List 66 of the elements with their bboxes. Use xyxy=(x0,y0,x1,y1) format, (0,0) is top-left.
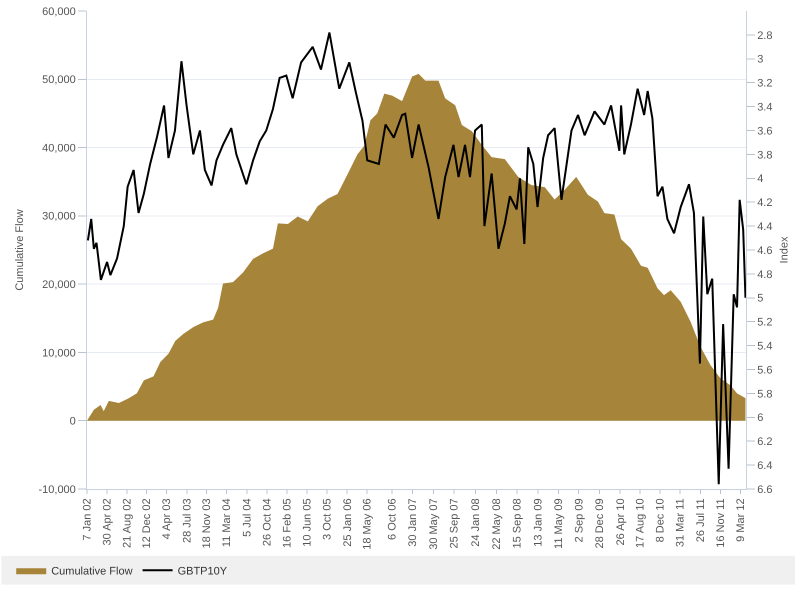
x-tick-label: 2 Sep 09 xyxy=(573,498,586,542)
x-tick-label: 31 Mar 11 xyxy=(674,498,686,548)
y-tick-label: 20,000 xyxy=(42,278,76,291)
x-tick-label: 15 Sep 08 xyxy=(511,498,524,549)
x-tick-label: 11 May 09 xyxy=(553,498,566,549)
x-tick-label: 8 Dec 10 xyxy=(654,498,667,542)
x-tick-label: 7 Jan 02 xyxy=(82,498,94,541)
x-tick-label: 12 Dec 02 xyxy=(141,498,154,549)
x-tick-label: 24 Jan 08 xyxy=(470,498,482,547)
x-tick-label: 26 Oct 04 xyxy=(262,498,274,546)
y-tick-label: 0 xyxy=(70,416,76,428)
y2-tick-label: 6.2 xyxy=(757,436,772,448)
y2-tick-label: 4.8 xyxy=(757,268,772,281)
x-tick-label: 22 May 08 xyxy=(490,498,503,550)
y2-tick-label: 6.4 xyxy=(757,460,772,472)
y-tick-label: 30,000 xyxy=(42,210,76,223)
y2-tick-label: 4.2 xyxy=(757,197,772,210)
y2-tick-label: 3.2 xyxy=(757,78,772,90)
x-tick-label: 4 Apr 03 xyxy=(161,498,174,540)
x-tick-label: 30 Apr 02 xyxy=(101,498,114,546)
x-tick-label: 30 Jan 07 xyxy=(406,498,419,547)
y2-tick-label: 3.6 xyxy=(757,125,772,138)
y2-tick-label: 3.8 xyxy=(757,149,772,162)
x-tick-label: 16 Nov 11 xyxy=(714,498,727,548)
y-tick-label: 60,000 xyxy=(42,6,76,18)
x-tick-label: 17 Aug 10 xyxy=(634,498,647,548)
line-series xyxy=(87,32,746,486)
legend-label: GBTP10Y xyxy=(178,566,228,578)
x-tick-label: 11 Mar 04 xyxy=(221,498,234,548)
x-tick-label: 28 Dec 09 xyxy=(594,498,606,549)
x-tick-label: 10 Jun 05 xyxy=(301,498,314,547)
y-tick-label: 10,000 xyxy=(42,347,76,360)
y-tick-label: -10,000 xyxy=(38,484,76,496)
x-tick-label: 18 May 06 xyxy=(362,498,374,550)
y2-tick-label: 5.6 xyxy=(757,364,772,376)
x-tick-label: 18 Nov 03 xyxy=(201,498,214,549)
x-tick-label: 21 Aug 02 xyxy=(121,498,134,548)
y2-tick-label: 6 xyxy=(757,412,764,424)
x-tick-label: 13 Jan 09 xyxy=(532,498,544,547)
x-tick-label: 26 Jul 11 xyxy=(695,498,708,542)
y2-tick-label: 3 xyxy=(757,54,764,66)
y2-tick-label: 4 xyxy=(757,173,764,186)
y2-tick-label: 5.8 xyxy=(757,388,772,400)
y2-tick-label: 4.6 xyxy=(757,244,772,257)
y2-tick-label: 5 xyxy=(757,292,764,305)
y-tick-label: 40,000 xyxy=(42,142,76,154)
x-tick-label: 28 Jul 03 xyxy=(181,498,194,544)
y2-tick-label: 6.6 xyxy=(757,484,772,496)
x-tick-label: 16 Feb 05 xyxy=(281,498,294,548)
legend-label: Cumulative Flow xyxy=(51,566,133,578)
y2-tick-label: 5.4 xyxy=(757,340,772,352)
y2-axis-title: Index xyxy=(778,236,791,264)
y2-tick-label: 3.4 xyxy=(757,101,772,114)
x-tick-label: 26 Apr 10 xyxy=(614,498,627,546)
x-tick-label: 30 May 07 xyxy=(428,498,440,550)
x-tick-label: 3 Oct 05 xyxy=(322,498,334,540)
x-tick-label: 9 Mar 12 xyxy=(734,498,747,542)
y-axis-title: Cumulative Flow xyxy=(14,209,26,291)
x-tick-label: 5 Jul 04 xyxy=(242,498,254,537)
y2-tick-label: 2.8 xyxy=(757,30,772,42)
y2-tick-label: 5.2 xyxy=(757,316,772,329)
x-tick-label: 25 Sep 07 xyxy=(448,498,461,549)
y-tick-label: 50,000 xyxy=(42,74,76,86)
x-tick-label: 25 Jan 06 xyxy=(342,498,354,547)
x-tick-label: 6 Oct 06 xyxy=(386,498,398,540)
y2-tick-label: 4.4 xyxy=(757,220,772,233)
